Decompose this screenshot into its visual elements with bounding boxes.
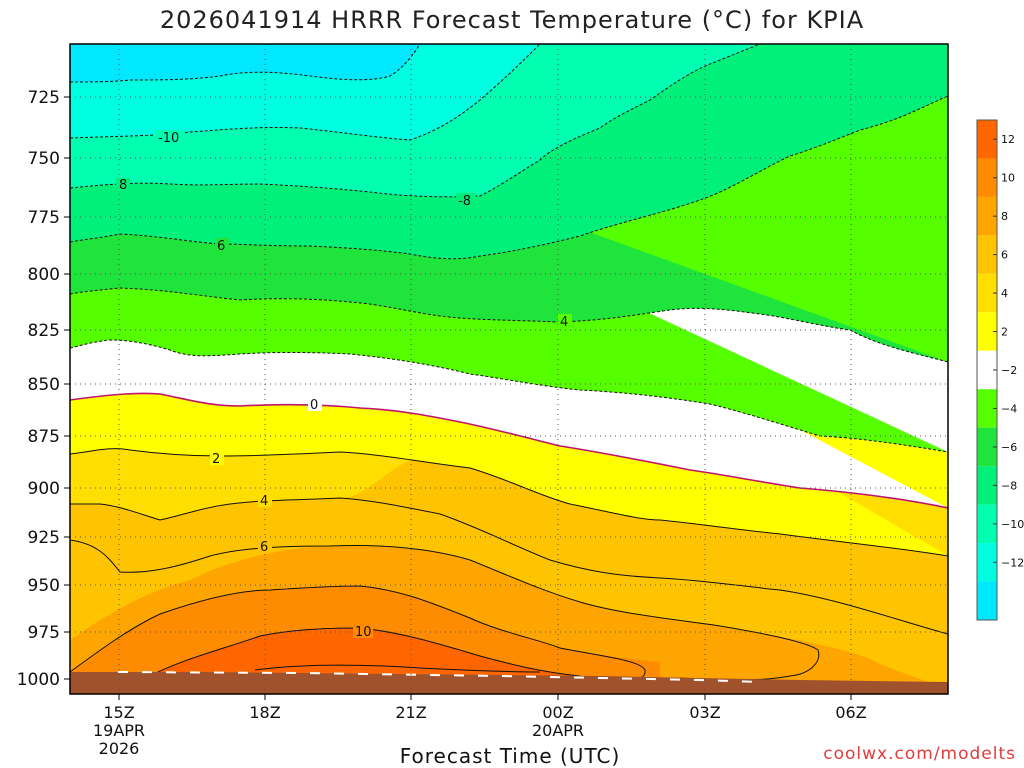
contour-labels: -10 8 -8 6 4 0 2 4 6 10 [116,130,572,640]
x-axis-label: Forecast Time (UTC) [399,744,621,768]
ytick-850: 850 [28,375,60,395]
xtick-15z-year: 2026 [99,739,140,758]
clabel-4-upper: 4 [560,315,568,330]
clabel-6: 6 [217,239,225,254]
ytick-800: 800 [28,265,60,285]
clabel-4-lower: 4 [260,494,268,509]
colorbar-swatch [977,389,997,428]
colorbar-swatch [977,581,997,620]
xtick-00z: 00Z [542,703,573,722]
colorbar-label: −2 [1001,364,1017,377]
colorbar-swatch [977,350,997,390]
ytick-975: 975 [28,623,60,643]
colorbar-label: −4 [1001,402,1017,415]
colorbar-swatch [977,273,997,313]
ytick-900: 900 [28,479,60,499]
colorbar-swatch [977,543,997,582]
ground-fill [70,672,948,694]
band-below-minus12 [70,44,420,82]
colorbar-swatch [977,504,997,544]
ytick-1000: 1000 [17,670,60,690]
y-tick-marks [64,96,70,680]
ytick-925: 925 [28,528,60,548]
clabel-8: 8 [119,178,127,193]
clabel-2: 2 [212,452,220,467]
x-tick-labels: 15Z 19APR 2026 18Z 21Z 00Z 20APR 03Z 06Z [93,703,867,758]
y-tick-labels: 725 750 775 800 825 850 875 900 925 950 … [17,88,60,690]
ytick-750: 750 [28,149,60,169]
grid-lines [70,44,948,694]
colorbar-label: 8 [1001,210,1008,223]
ytick-825: 825 [28,321,60,341]
colorbar-label: −10 [1001,518,1024,531]
ytick-775: 775 [28,208,60,228]
xtick-03z: 03Z [689,703,720,722]
colorbar-swatch [977,235,997,274]
xtick-15z: 15Z [103,703,134,722]
xtick-06z: 06Z [835,703,866,722]
negative-contours [70,44,948,453]
colorbar-swatch [977,312,997,351]
colorbar: 12 10 8 6 4 2 −2 −4 −6 −8 −10 −12 [976,119,1024,621]
colorbar-label: 6 [1001,249,1008,262]
colorbar-label: −12 [1001,556,1024,569]
colorbar-label: −6 [1001,441,1017,454]
filled-contours [70,44,948,694]
colorbar-label: 12 [1001,133,1015,146]
colorbar-label: 4 [1001,287,1008,300]
colorbar-swatch [977,466,997,505]
ytick-725: 725 [28,88,60,108]
clabel-minus8: -8 [458,194,471,209]
zero-contour [70,392,948,509]
credit-link[interactable]: coolwx.com/modelts [823,744,1016,764]
ytick-875: 875 [28,427,60,447]
colorbar-swatch [977,427,997,467]
colorbar-swatch [977,158,997,197]
xtick-18z: 18Z [249,703,280,722]
xtick-00z-date: 20APR [532,721,584,740]
band-minus12-minus10 [70,44,540,140]
colorbar-swatch [977,120,997,159]
clabel-10: 10 [355,625,372,640]
ytick-950: 950 [28,576,60,596]
band-minus10-minus8 [70,44,760,197]
clabel-0: 0 [310,398,318,413]
clabel-minus10: -10 [158,131,179,146]
colorbar-label: 2 [1001,326,1008,339]
colorbar-label: −8 [1001,479,1017,492]
band-minus8-minus6 [70,44,948,259]
xtick-15z-date: 19APR [93,721,145,740]
plot-frame [69,43,949,695]
x-tick-marks [118,694,852,700]
clabel-6-lower: 6 [260,540,268,555]
colorbar-swatch [977,196,997,236]
chart-title: 2026041914 HRRR Forecast Temperature (°C… [159,6,865,34]
colorbar-label: 10 [1001,172,1015,185]
xtick-21z: 21Z [395,703,426,722]
